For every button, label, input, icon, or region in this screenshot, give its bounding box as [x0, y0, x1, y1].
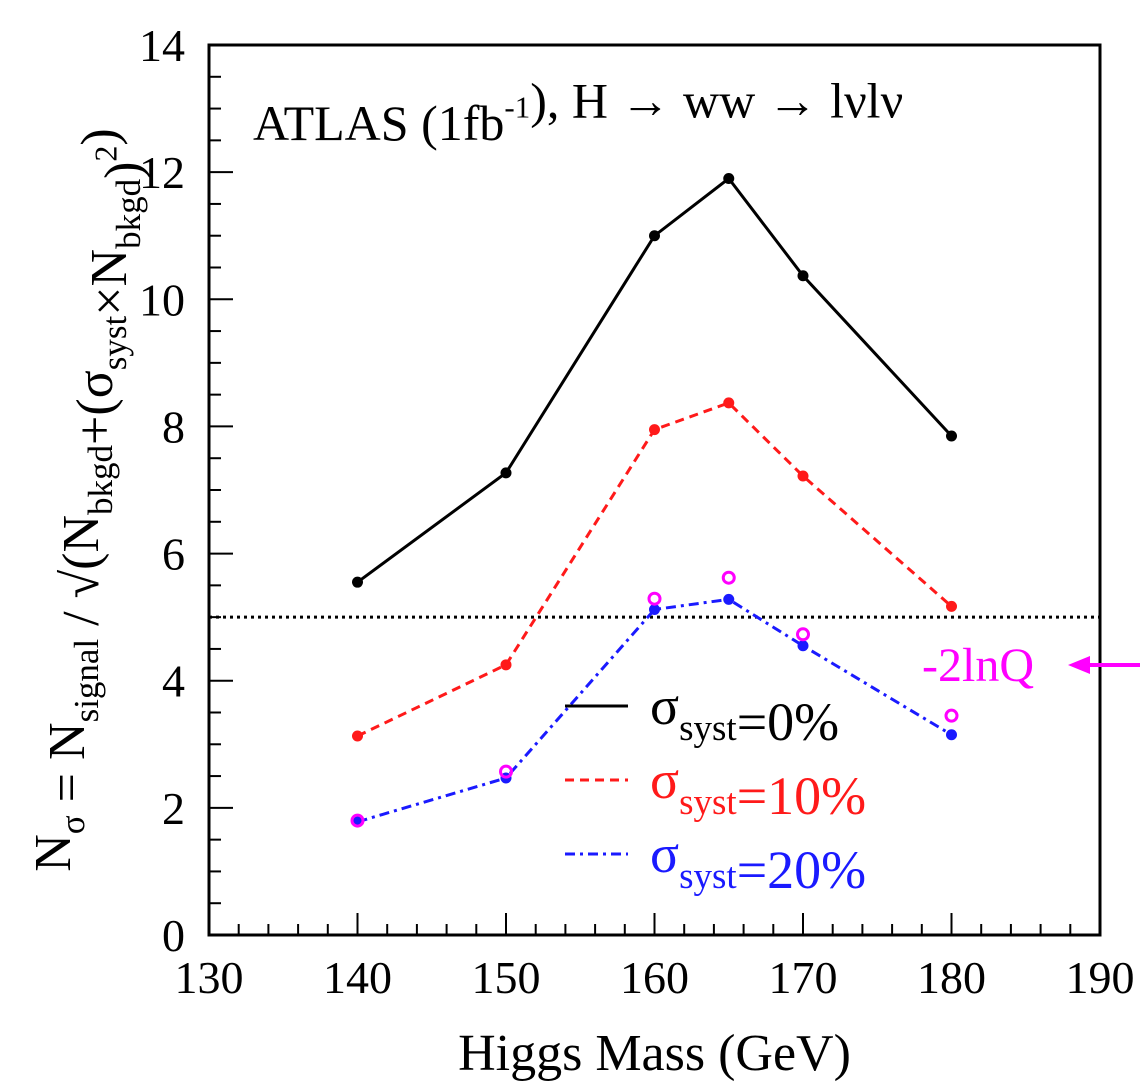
legend-label: σsyst=0%	[650, 676, 839, 752]
data-point	[723, 173, 735, 184]
open-circle-marker	[944, 708, 959, 723]
data-point	[649, 424, 660, 436]
chart-title: ATLAS (1fb-1), H → ww → lνlν	[253, 73, 903, 152]
y-tick-label: 2	[162, 783, 185, 834]
data-point	[500, 659, 512, 671]
y-tick-label: 6	[162, 529, 185, 580]
legend: σsyst=0%σsyst=10%σsyst=20%	[565, 676, 866, 900]
x-tick-label: 140	[323, 952, 392, 1003]
data-point	[723, 593, 735, 605]
annotation-text: -2lnQ	[922, 639, 1034, 692]
plot-area	[209, 173, 1100, 828]
x-tick-label: 150	[472, 952, 541, 1003]
y-tick-label: 8	[162, 401, 185, 452]
data-point	[649, 604, 660, 616]
series-line	[357, 597, 953, 824]
data-point	[946, 729, 957, 741]
data-point	[797, 640, 809, 652]
series-line	[356, 176, 953, 584]
y-tick-label: 12	[139, 147, 185, 198]
open-circle-marker	[499, 764, 513, 779]
data-point	[946, 430, 957, 442]
open-circle-marker	[647, 591, 662, 606]
data-point	[352, 576, 363, 588]
x-tick-label: 190	[1066, 952, 1135, 1003]
x-tick-label: 170	[769, 952, 838, 1003]
y-tick-label: 0	[162, 910, 185, 961]
axes: 130 140 150 160 170 180 190 0 2 4 6 8 10 12 14	[139, 20, 1135, 1003]
x-tick-label: 130	[175, 952, 244, 1003]
open-circle-marker	[721, 570, 736, 585]
y-tick-label: 10	[139, 274, 185, 325]
data-point	[946, 600, 957, 612]
legend-label: σsyst=20%	[650, 824, 866, 900]
series-line	[356, 401, 953, 738]
y-tick-label: 4	[162, 656, 185, 707]
data-point	[797, 270, 809, 282]
data-point	[797, 470, 809, 482]
series-3	[350, 570, 959, 828]
annotation-arrow-head	[1068, 656, 1090, 674]
y-tick-label: 14	[139, 20, 185, 71]
open-circle-marker	[350, 813, 365, 828]
legend-label: σsyst=10%	[650, 750, 866, 826]
open-circle-marker	[796, 627, 810, 642]
x-tick-label: 160	[620, 952, 689, 1003]
data-point	[500, 467, 512, 479]
annotation-2lnq: -2lnQ	[922, 639, 1140, 692]
data-point	[649, 230, 660, 242]
series-1	[352, 397, 957, 742]
x-axis-label: Higgs Mass (GeV)	[458, 1025, 851, 1082]
series-0	[352, 173, 957, 588]
data-point	[723, 397, 735, 409]
y-axis-label: Nσ = Nsignal / √(Nbkgd+(σsyst×Nbkgd)2)	[25, 128, 152, 872]
x-tick-label: 180	[917, 952, 986, 1003]
data-point	[352, 730, 363, 742]
